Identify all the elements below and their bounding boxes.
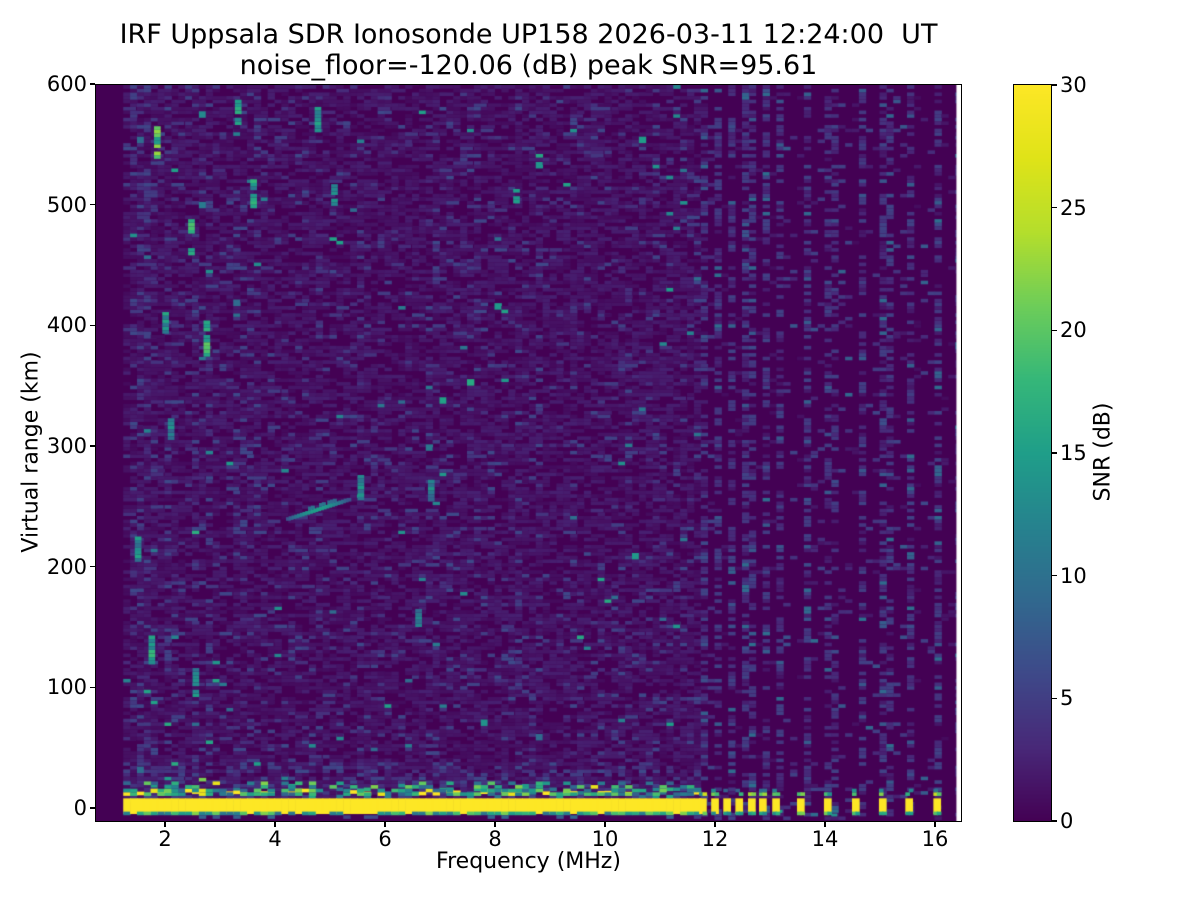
x-tick-label: 8 [488,827,502,851]
colorbar-tick-label: 10 [1060,563,1087,588]
colorbar-tick-mark [1052,452,1057,454]
colorbar-tick-label: 5 [1060,686,1074,711]
y-tick-mark [90,83,95,85]
colorbar-tick-label: 20 [1060,318,1087,343]
x-tick-mark [714,822,716,827]
chart-title-line2: noise_floor=-120.06 (dB) peak SNR=95.61 [239,50,818,81]
chart-title-line1: IRF Uppsala SDR Ionosonde UP158 2026-03-… [119,19,938,50]
y-tick-label: 300 [46,433,87,458]
x-tick-mark [824,822,826,827]
x-tick-label: 2 [158,827,172,851]
x-axis-label: Frequency (MHz) [436,849,621,874]
x-tick-mark [274,822,276,827]
x-tick-mark [384,822,386,827]
colorbar-tick-label: 15 [1060,441,1087,465]
x-tick-label: 6 [378,827,392,851]
y-tick-mark [90,686,95,689]
colorbar-tick-label: 30 [1060,73,1087,97]
x-tick-label: 16 [921,827,949,851]
y-tick-mark [90,445,95,447]
colorbar-tick-mark [1052,84,1057,86]
x-tick-mark [494,822,496,827]
y-tick-label: 400 [46,313,87,338]
x-tick-label: 14 [811,827,839,851]
y-tick-label: 0 [73,796,87,820]
y-tick-label: 500 [46,192,87,217]
colorbar [1013,84,1052,822]
colorbar-tick-mark [1052,697,1057,700]
x-tick-label: 12 [701,827,729,851]
y-tick-mark [90,324,95,327]
colorbar-tick-label: 25 [1060,195,1087,220]
colorbar-tick-mark [1052,329,1057,332]
y-tick-label: 100 [46,675,87,700]
colorbar-label: SNR (dB) [1090,402,1116,502]
chart-title: IRF Uppsala SDR Ionosonde UP158 2026-03-… [95,19,962,81]
plot-area [95,84,962,822]
ionogram-heatmap-canvas [96,85,961,821]
x-tick-mark [604,822,606,827]
x-tick-mark [934,822,936,827]
colorbar-tick-mark [1052,574,1057,577]
x-tick-label: 10 [591,827,619,851]
colorbar-gradient-canvas [1014,85,1051,821]
y-tick-label: 600 [46,71,87,96]
y-tick-label: 200 [46,554,87,579]
y-tick-mark [90,203,95,206]
x-tick-mark [164,822,166,827]
colorbar-tick-mark [1052,820,1057,822]
colorbar-tick-label: 0 [1060,809,1074,833]
y-tick-mark [90,565,95,568]
y-tick-mark [90,807,95,809]
colorbar-tick-mark [1052,206,1057,209]
y-axis-label: Virtual range (km) [18,351,44,553]
x-tick-label: 4 [268,827,282,851]
